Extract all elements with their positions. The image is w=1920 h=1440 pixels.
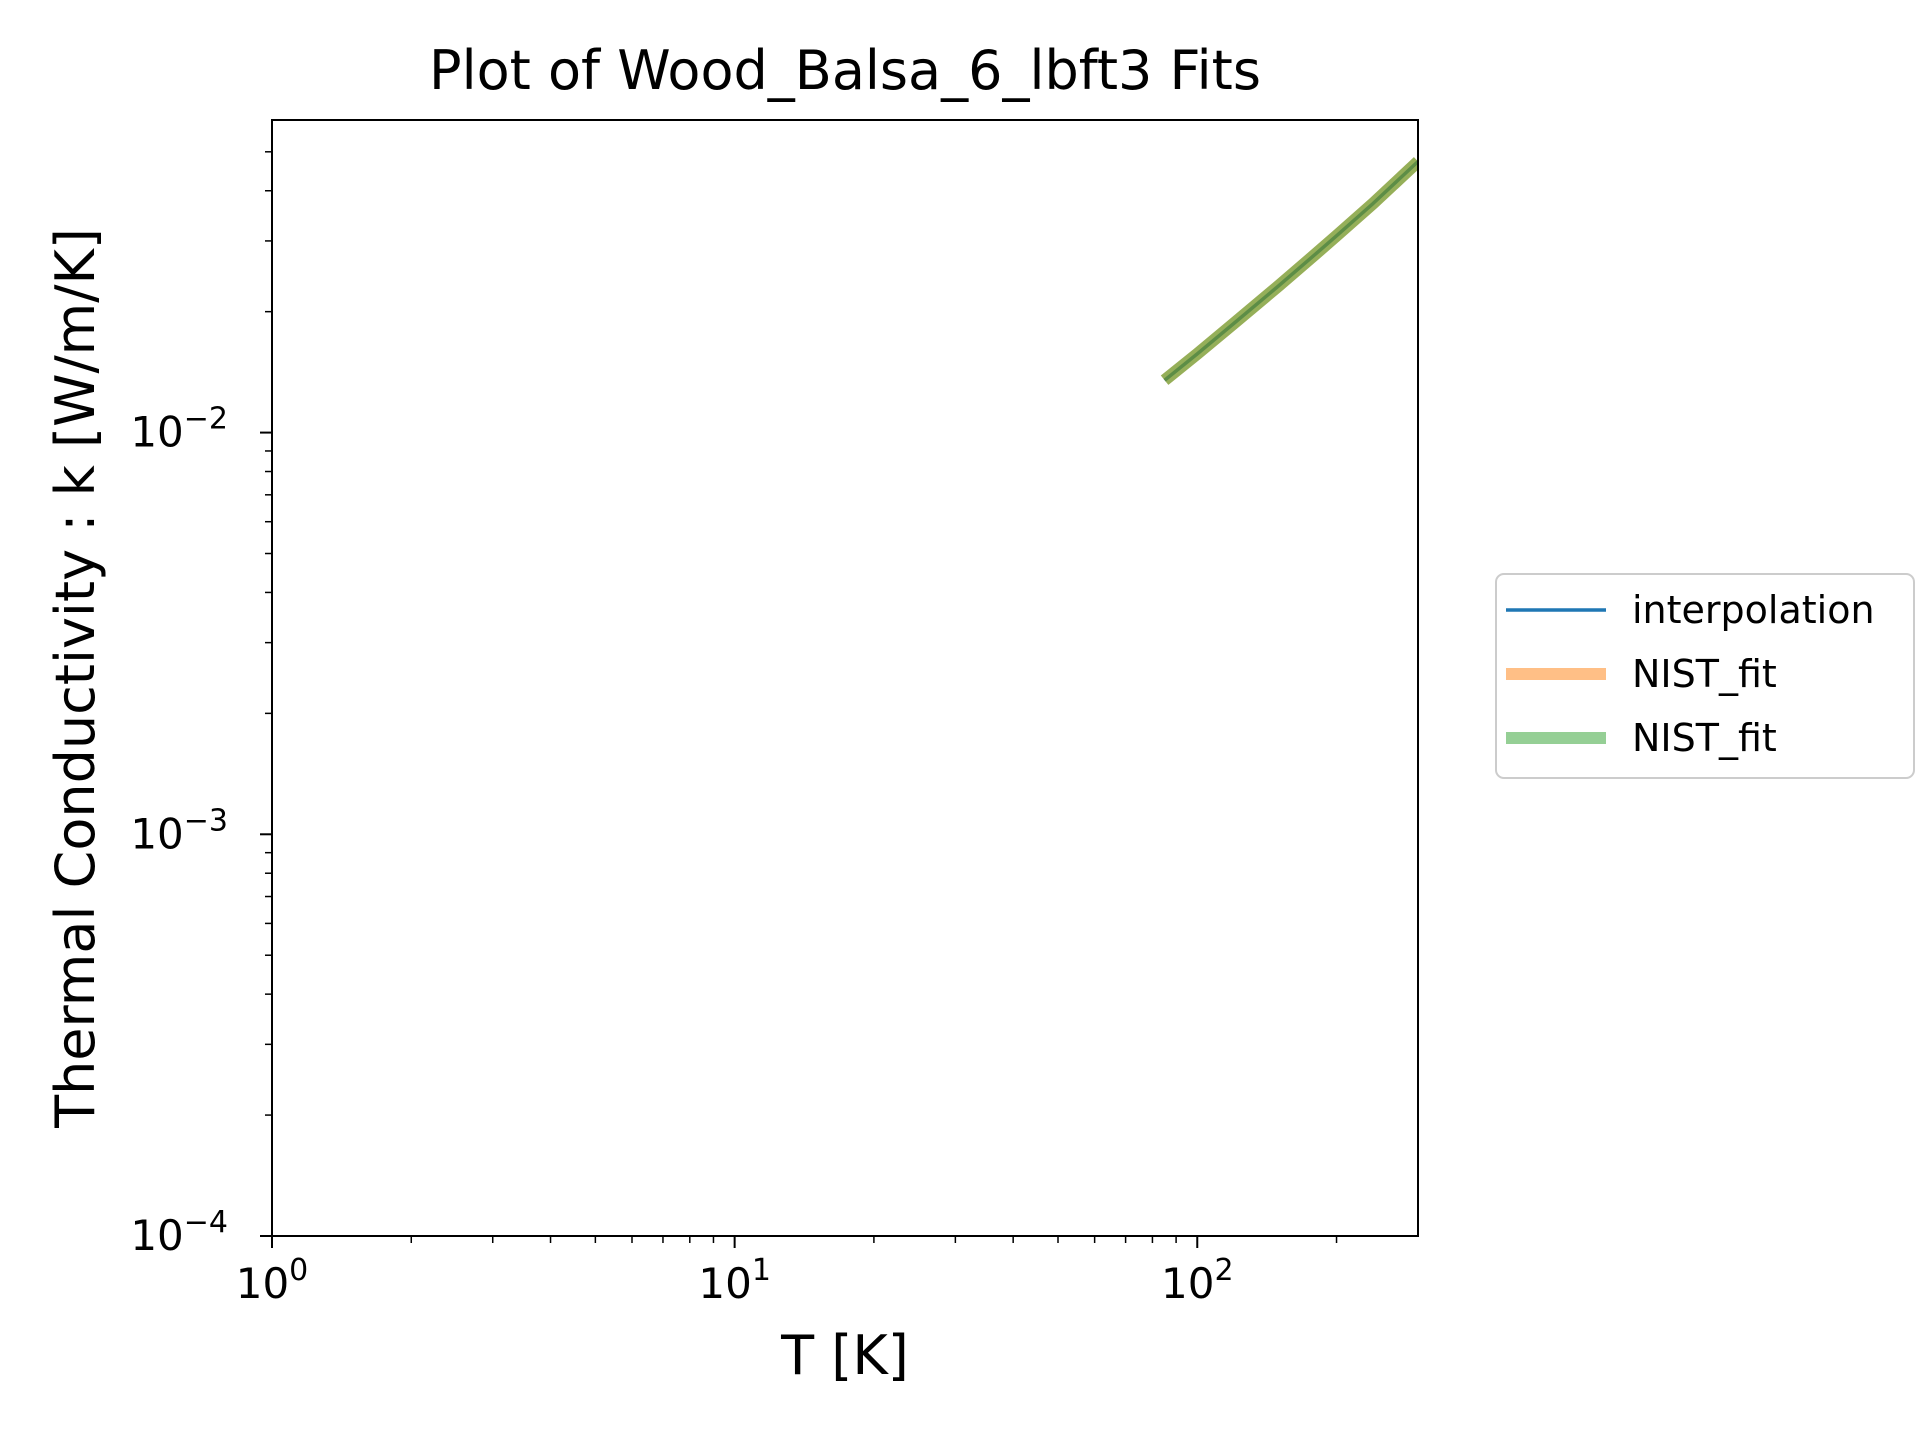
- plot-frame: [271, 119, 1419, 1237]
- legend-box: [1495, 573, 1915, 779]
- legend-label-0: interpolation: [1632, 588, 1875, 632]
- series-lines: [1160, 157, 1418, 385]
- legend: interpolation NIST_fit NIST_fit: [1495, 573, 1915, 779]
- legend-label-2: NIST_fit: [1632, 716, 1777, 760]
- chart-title: Plot of Wood_Balsa_6_lbft3 Fits: [429, 39, 1261, 102]
- y-tick-label: 10−2: [130, 402, 228, 457]
- axis-ticks: 100 101 102 10−4 10−3 10−2: [130, 151, 1338, 1308]
- x-tick-label: 101: [698, 1253, 771, 1308]
- y-axis-label: Thermal Conductivity : k [W/m/K]: [44, 228, 107, 1129]
- x-tick-label: 100: [236, 1253, 309, 1308]
- legend-label-1: NIST_fit: [1632, 652, 1777, 696]
- y-tick-label: 10−4: [130, 1205, 228, 1260]
- series-line-2: [1160, 157, 1418, 385]
- x-tick-label: 102: [1161, 1253, 1234, 1308]
- x-axis-label: T [K]: [780, 1324, 909, 1387]
- y-tick-label: 10−3: [130, 803, 228, 858]
